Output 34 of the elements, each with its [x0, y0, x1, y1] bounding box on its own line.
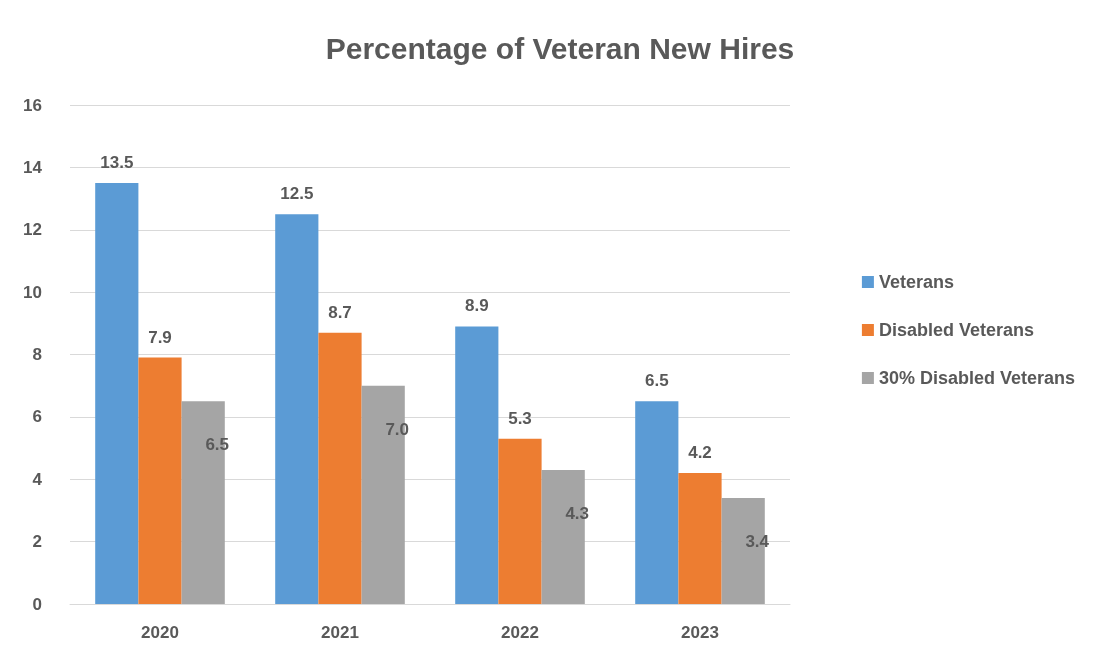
y-tick-label: 4	[32, 469, 43, 489]
bar	[455, 326, 499, 604]
data-label: 8.7	[328, 302, 352, 322]
legend-label: 30% Disabled Veterans	[878, 368, 1076, 388]
data-label: 3.4	[745, 531, 770, 551]
legend-label: Disabled Veterans	[878, 320, 1034, 340]
y-tick-label: 6	[32, 407, 42, 427]
y-tick-label: 12	[23, 220, 42, 240]
y-tick-label: 2	[32, 532, 42, 552]
bar	[678, 473, 722, 604]
bar	[498, 438, 542, 604]
data-label: 8.9	[464, 296, 489, 316]
bar	[318, 332, 362, 604]
y-tick-label: 16	[23, 95, 42, 115]
y-tick-label: 10	[23, 282, 42, 302]
bar	[138, 357, 182, 604]
data-label: 4.2	[688, 443, 712, 463]
data-label: 12.5	[280, 184, 314, 204]
x-tick-label: 2023	[681, 623, 719, 642]
chart-title: Percentage of Veteran New Hires	[325, 31, 795, 65]
data-label: 6.5	[644, 371, 669, 391]
x-tick-label: 2022	[501, 623, 539, 642]
y-tick-label: 14	[23, 157, 43, 177]
data-label: 5.3	[508, 408, 532, 428]
bar	[275, 214, 319, 604]
data-label: 7.9	[148, 327, 172, 347]
bar	[95, 182, 139, 604]
bar	[635, 401, 679, 604]
data-label: 13.5	[100, 152, 134, 172]
x-tick-label: 2021	[321, 623, 359, 642]
y-tick-label: 0	[32, 594, 42, 614]
y-tick-label: 8	[32, 345, 42, 364]
legend-label: Veterans	[878, 272, 954, 292]
x-tick-label: 2020	[141, 623, 179, 642]
